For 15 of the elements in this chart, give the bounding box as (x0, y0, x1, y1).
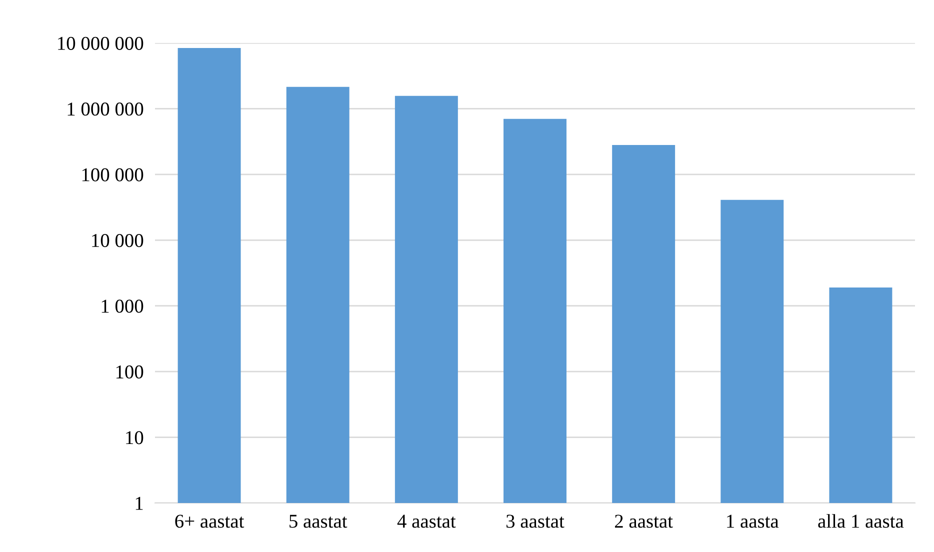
x-tick-label: 5 aastat (290, 514, 348, 528)
x-tick-label: 3 aastat (506, 514, 564, 528)
x-tick-label: 1 aasta (727, 514, 779, 528)
y-tick-label: 10 000 000 (58, 36, 144, 50)
y-tick-label: 1 000 (102, 300, 144, 313)
y-tick-label: 1 (136, 496, 143, 510)
x-tick-label: alla 1 aasta (818, 514, 904, 528)
x-tick-label: 2 aastat (615, 514, 673, 528)
x-tick-label: 6+ aastat (175, 514, 244, 528)
x-tick-label: 4 aastat (397, 514, 456, 528)
y-tick-label: 1 000 000 (68, 102, 144, 116)
y-tick-label: 100 000 (82, 168, 144, 182)
y-tick-label: 10 (126, 431, 144, 444)
y-tick-label: 100 (116, 365, 144, 379)
y-tick-label: 10 000 (92, 234, 144, 248)
